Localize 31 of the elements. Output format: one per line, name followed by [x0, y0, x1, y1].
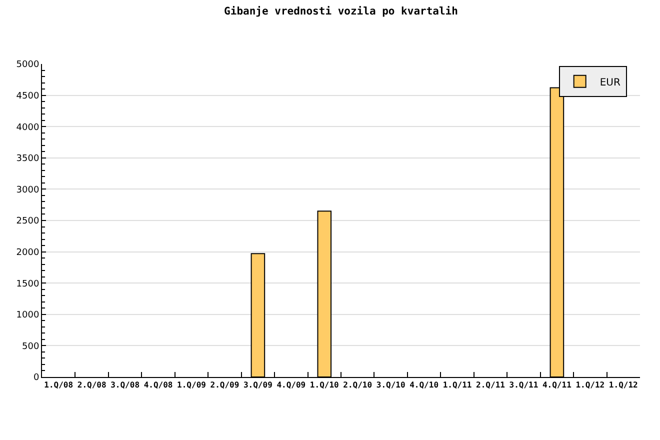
chart-title: Gibanje vrednosti vozila po kvartalih — [224, 6, 458, 18]
legend-label: EUR — [600, 77, 620, 88]
x-tick-label: 2.Q/09 — [210, 380, 240, 390]
x-tick-label: 4.Q/11 — [542, 380, 572, 390]
y-tick-label: 500 — [22, 342, 40, 352]
y-tick-label: 0 — [33, 373, 40, 384]
x-tick-label: 1.Q/11 — [442, 380, 472, 390]
y-tick-label: 4500 — [16, 91, 40, 102]
x-tick-label: 2.Q/10 — [343, 380, 372, 390]
x-tick-label: 4.Q/10 — [410, 380, 439, 390]
y-tick-label: 4000 — [16, 122, 40, 133]
x-tick-label: 1.Q/09 — [177, 380, 206, 390]
x-tick-label: 2.Q/11 — [476, 380, 506, 390]
y-tick-label: 1000 — [16, 310, 40, 321]
y-tick-label: 2000 — [16, 248, 40, 258]
x-tick-label: 1.Q/10 — [310, 380, 340, 390]
x-tick-label: 1.Q/08 — [44, 380, 74, 390]
x-tick-label: 1.Q/12 — [576, 380, 605, 390]
x-tick-label: 3.Q/09 — [243, 380, 273, 390]
x-tick-label: 3.Q/10 — [376, 380, 406, 390]
x-tick-label: 2.Q/08 — [77, 380, 106, 390]
x-tick-label: 3.Q/08 — [110, 380, 140, 390]
y-tick-label: 3500 — [16, 154, 40, 164]
x-tick-label: 4.Q/09 — [276, 380, 306, 390]
y-tick-label: 2500 — [16, 216, 40, 227]
y-tick-label: 3000 — [16, 185, 40, 196]
x-tick-label: 1.Q/12 — [608, 380, 638, 390]
y-tick-label: 5000 — [16, 60, 40, 70]
y-tick-label: 1500 — [16, 279, 40, 290]
x-tick-label: 3.Q/11 — [509, 380, 538, 390]
x-tick-label: 4.Q/08 — [144, 380, 173, 390]
